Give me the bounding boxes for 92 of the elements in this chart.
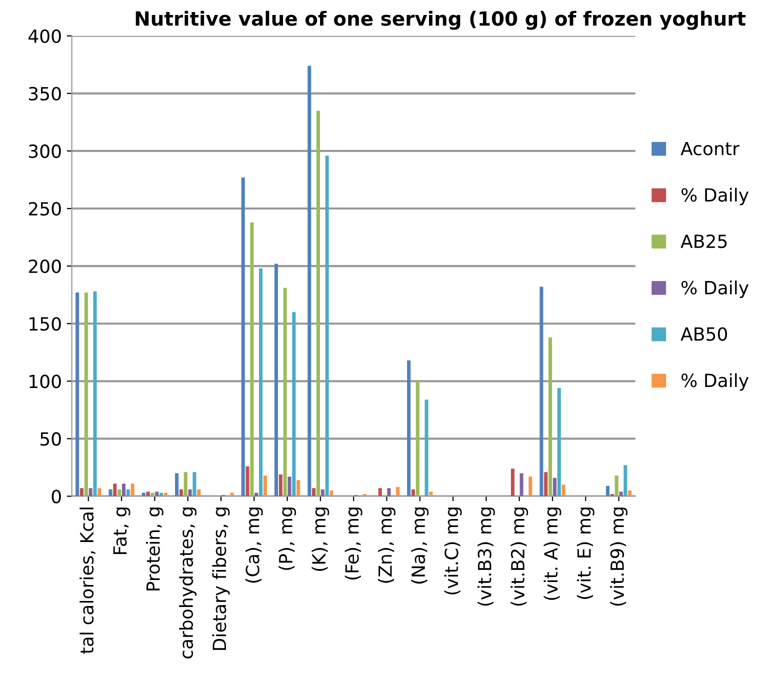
- bar: [292, 312, 296, 496]
- bar: [84, 292, 88, 496]
- bar: [175, 473, 179, 496]
- bar: [188, 489, 192, 496]
- bar: [320, 489, 324, 496]
- bar: [614, 476, 618, 496]
- bar: [330, 490, 334, 496]
- bar: [184, 472, 188, 496]
- bar: [312, 488, 316, 496]
- legend-label: Acontr: [680, 142, 740, 156]
- legend-label: % Daily: [681, 188, 749, 206]
- y-tick-label: 400: [28, 29, 61, 43]
- x-tick-label: (vit.B3) mg: [477, 508, 495, 606]
- bar: [263, 476, 267, 496]
- bar: [325, 156, 329, 496]
- bar: [130, 484, 134, 496]
- y-tick-label: 300: [28, 144, 61, 158]
- bar: [520, 473, 524, 496]
- x-tick-label: (Ca), mg: [245, 508, 263, 583]
- bar: [274, 264, 278, 496]
- x-tick-label: (P), mg: [278, 508, 296, 570]
- x-tick-label: (Zn), mg: [378, 508, 396, 583]
- bar: [288, 476, 292, 496]
- bar: [296, 480, 300, 496]
- x-tick-label: tal calories, Kcal: [80, 508, 96, 654]
- bar: [407, 360, 411, 496]
- bar: [429, 492, 433, 496]
- bar: [540, 286, 544, 496]
- bar: [118, 489, 122, 496]
- legend-label: % Daily: [681, 280, 749, 298]
- bar: [179, 489, 183, 496]
- bar: [628, 490, 632, 496]
- y-tick-label: 100: [30, 374, 61, 388]
- bar: [122, 484, 126, 496]
- legend-label: AB50: [680, 327, 728, 341]
- y-tick-label: 200: [28, 260, 61, 274]
- bar: [378, 488, 382, 496]
- x-tick-label: Protein, g: [146, 508, 164, 590]
- y-tick-label: 150: [30, 317, 61, 331]
- bar: [197, 489, 201, 496]
- bar: [557, 388, 561, 496]
- bar: [510, 468, 514, 496]
- bar: [146, 492, 150, 496]
- bar: [258, 268, 263, 496]
- bar: [528, 476, 532, 496]
- y-tick-label: 350: [28, 86, 61, 101]
- x-tick-label: (vit.B2) mg: [510, 508, 528, 606]
- x-tick-label: (vit. A) mg: [544, 508, 562, 600]
- bar: [416, 380, 420, 496]
- bar: [387, 488, 391, 496]
- bar: [241, 177, 245, 496]
- bar: [192, 472, 196, 496]
- y-tick-label: 250: [28, 202, 61, 216]
- bar: [283, 288, 287, 496]
- bar: [126, 489, 130, 496]
- bar: [552, 478, 556, 496]
- x-tick-label: (Na), mg: [411, 508, 429, 584]
- y-tick-label: 0: [52, 490, 61, 504]
- chart-title: Nutritive value of one serving (100 g) of frozen yoghurt: [136, 10, 746, 30]
- bar: [316, 110, 320, 496]
- bar: [619, 492, 623, 496]
- bar: [606, 486, 610, 496]
- bar: [155, 492, 159, 496]
- x-tick-label: carbohydrates, g: [179, 508, 197, 659]
- bar: [411, 489, 416, 496]
- legend-label: % Daily: [681, 373, 749, 391]
- bar: [424, 400, 428, 496]
- bar: [544, 472, 548, 496]
- x-tick-label: Fat, g: [113, 508, 130, 554]
- bar: [396, 487, 400, 496]
- bar: [250, 222, 254, 496]
- bar: [548, 337, 552, 496]
- bar: [308, 66, 312, 496]
- bar: [76, 292, 80, 496]
- x-tick-label: (vit.C) mg: [444, 508, 462, 594]
- bar: [624, 465, 628, 496]
- x-tick-label: Dietary fibers, g: [212, 508, 230, 650]
- bar: [98, 488, 102, 496]
- x-tick-label: (vit. E) mg: [576, 508, 594, 599]
- bar: [80, 488, 84, 496]
- bar: [113, 484, 117, 496]
- bar: [108, 489, 112, 496]
- bar: [278, 474, 282, 496]
- y-tick-label: 50: [40, 432, 61, 446]
- x-tick-label: (Fe), mg: [344, 508, 362, 580]
- bar: [93, 291, 97, 496]
- legend-label: AB25: [680, 234, 727, 248]
- bar: [88, 488, 92, 496]
- bar: [246, 466, 250, 496]
- x-tick-label: (K), mg: [312, 508, 330, 571]
- x-tick-label: (vit.B9) mg: [610, 508, 628, 606]
- bar: [562, 484, 566, 496]
